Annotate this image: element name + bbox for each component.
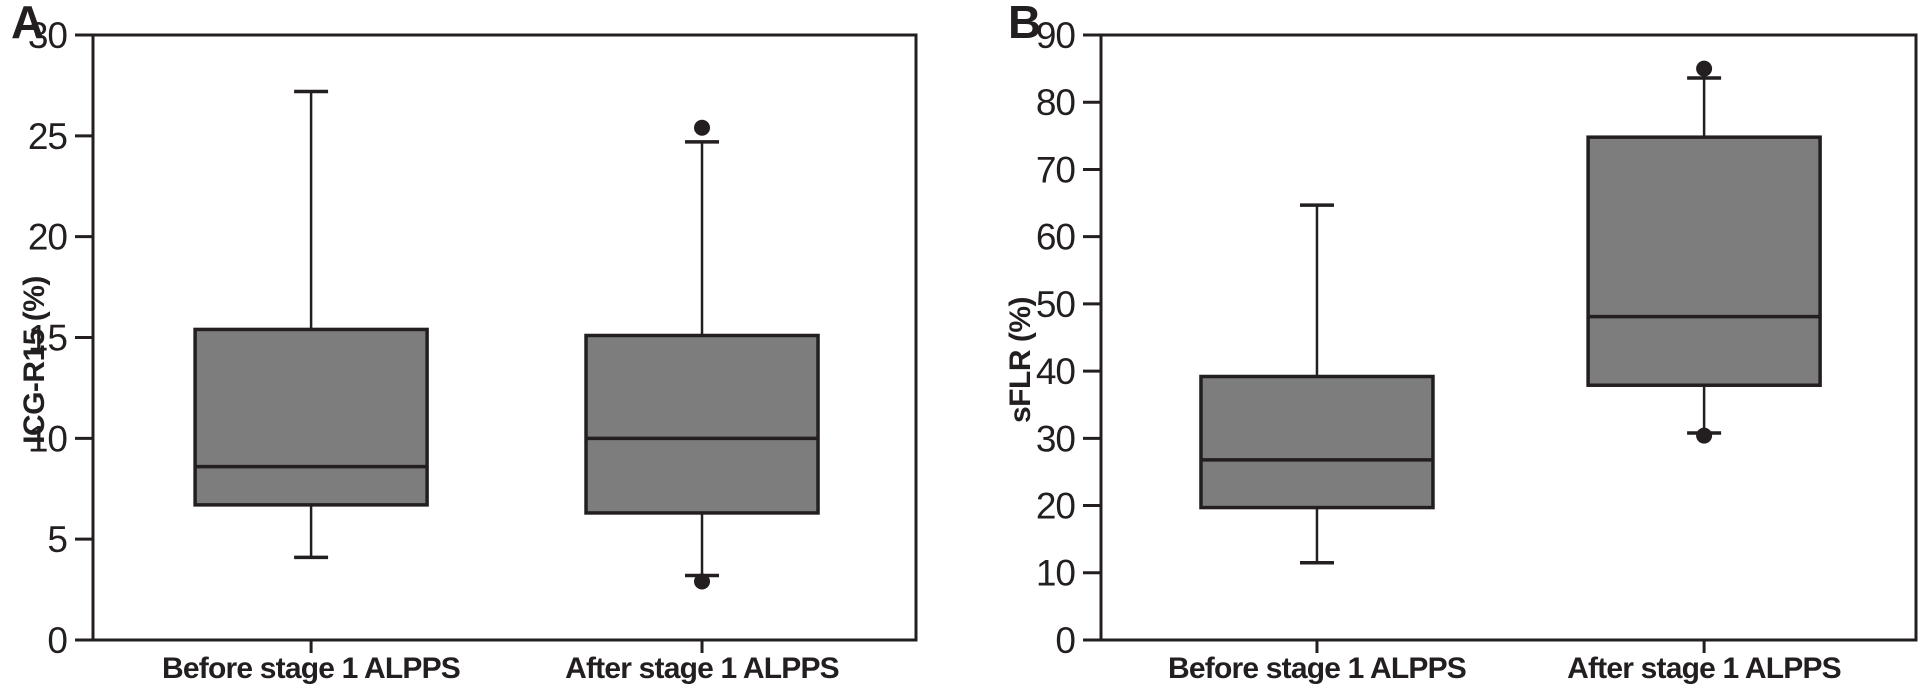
- y-tick-label: 5: [47, 519, 67, 560]
- y-tick-label: 20: [28, 217, 68, 258]
- y-tick-label: 10: [28, 418, 68, 459]
- y-axis-title-sflr: sFLR (%): [1004, 297, 1037, 423]
- y-tick-label: 0: [1055, 620, 1075, 661]
- iqr-box: [584, 333, 820, 515]
- y-tick-label: 10: [1036, 553, 1076, 594]
- y-tick-label: 15: [28, 317, 68, 358]
- x-category-label-after-b: After stage 1 ALPPS: [1567, 652, 1841, 685]
- y-tick-label: 40: [1036, 351, 1076, 392]
- panel-a: A ICG-R15 (%) 0 5 10 15 20 25 30 Before stage …: [11, 0, 918, 685]
- y-tick-label: 30: [28, 15, 68, 56]
- y-axis-title-icg-r15: ICG-R15 (%): [18, 276, 51, 444]
- outlier-dot: [1696, 60, 1713, 77]
- x-category-label-before-a: Before stage 1 ALPPS: [162, 652, 460, 685]
- outlier-dot: [1696, 427, 1713, 444]
- panel-letter-b: B: [1008, 0, 1041, 48]
- y-tick-label: 80: [1036, 82, 1076, 123]
- outlier-dot: [694, 119, 711, 136]
- x-category-label-before-b: Before stage 1 ALPPS: [1168, 652, 1466, 685]
- y-tick-label: 25: [28, 116, 68, 157]
- plot-area-a: 0 5 10 15 20 25 30: [28, 15, 918, 661]
- panel-letter-a: A: [11, 0, 44, 48]
- iqr-box: [1199, 374, 1435, 510]
- x-category-label-after-a: After stage 1 ALPPS: [565, 652, 839, 685]
- y-tick-label: 30: [1036, 418, 1076, 459]
- y-tick-label: 50: [1036, 284, 1076, 325]
- iqr-box: [1586, 135, 1822, 387]
- y-tick-label: 20: [1036, 486, 1076, 527]
- y-tick-label: 90: [1036, 15, 1076, 56]
- y-tick-label: 70: [1036, 149, 1076, 190]
- outlier-dot: [694, 573, 711, 590]
- plot-area-b: 0 10 20 30 40 50 60 70 80 90: [1036, 15, 1918, 661]
- iqr-box: [193, 327, 429, 507]
- y-tick-label: 0: [47, 620, 67, 661]
- y-tick-label: 60: [1036, 217, 1076, 258]
- panel-b: B sFLR (%) 0 10 20 30 40 50 60 70 80 90 Before st…: [1004, 0, 1918, 685]
- plot-frame: [1099, 33, 1918, 642]
